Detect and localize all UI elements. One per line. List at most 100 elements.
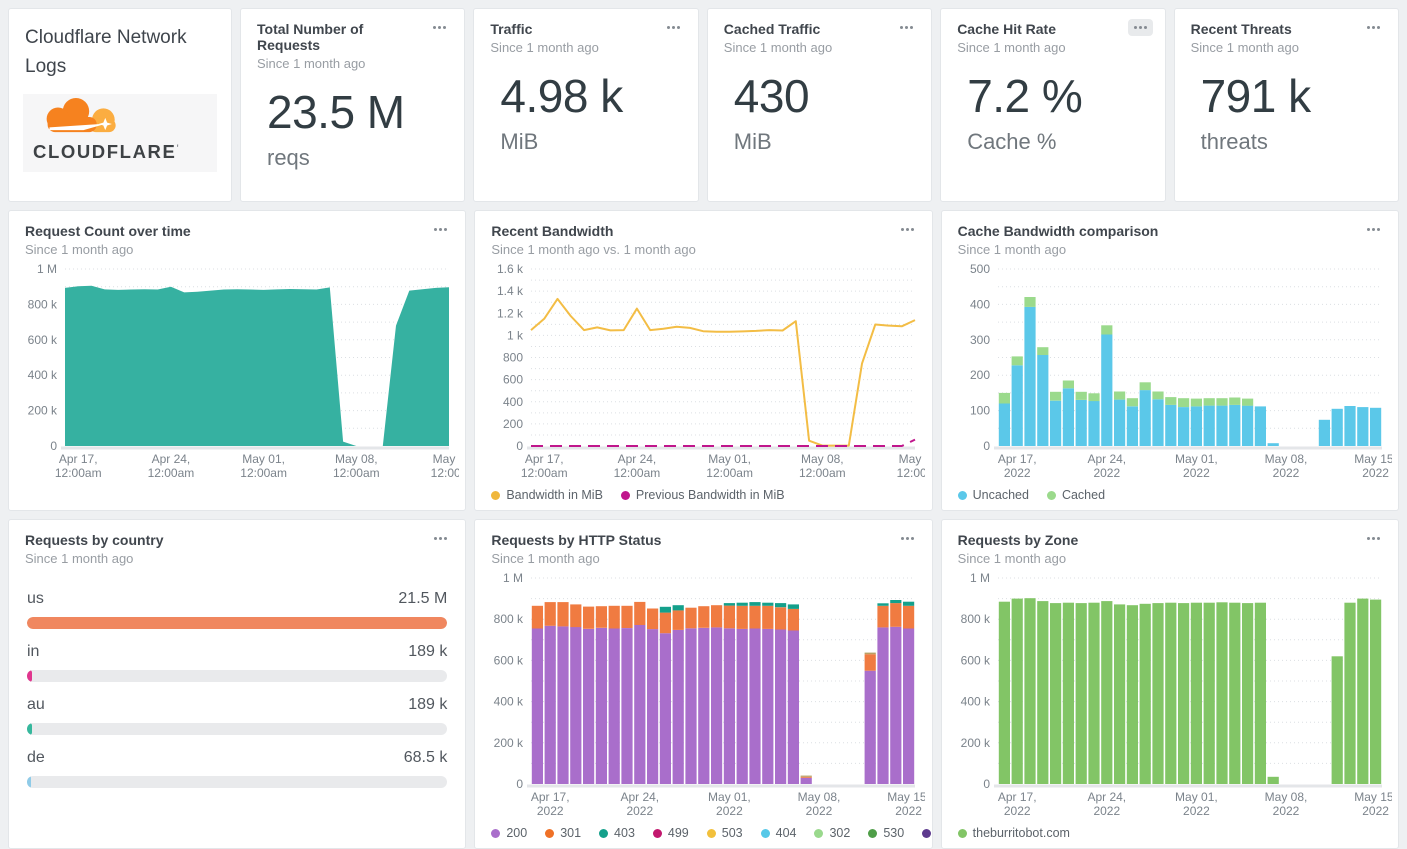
svg-text:1 k: 1 k (507, 328, 524, 342)
legend-item[interactable]: Uncached (957, 488, 1029, 502)
panel-title: Cache Hit Rate (957, 21, 1056, 37)
svg-text:600 k: 600 k (28, 333, 58, 347)
panel-total-requests: Total Number of Requests Since 1 month a… (240, 8, 466, 202)
svg-text:800 k: 800 k (960, 612, 990, 626)
svg-text:Apr 24,: Apr 24, (152, 452, 191, 466)
svg-text:500: 500 (970, 262, 990, 276)
svg-text:1 M: 1 M (37, 262, 57, 276)
legend-item[interactable]: 302 (814, 826, 850, 840)
svg-text:200 k: 200 k (28, 404, 58, 418)
stat-unit: MiB (500, 129, 539, 154)
svg-text:12:00am: 12:00am (521, 466, 568, 480)
country-label: in (27, 643, 40, 660)
country-gauge-row: us 21.5 M (27, 590, 448, 629)
panel-subtitle: Since 1 month ago (257, 56, 366, 71)
legend-item[interactable]: theburritobot.com (957, 826, 1070, 840)
svg-text:Apr 17,: Apr 17, (998, 452, 1037, 466)
panel-menu-icon[interactable] (1361, 221, 1386, 238)
legend-item[interactable]: 499 (652, 826, 689, 840)
dashboard-title: Cloudflare Network Logs (25, 27, 187, 78)
legend-dot-icon (868, 828, 878, 838)
legend-item[interactable]: 200 (491, 826, 527, 840)
panel-menu-icon[interactable] (895, 530, 920, 547)
panel-menu-icon[interactable] (1127, 19, 1153, 36)
legend-item[interactable]: Previous Bandwidth in MiB (620, 488, 785, 502)
svg-text:May 1: May 1 (433, 452, 459, 466)
svg-text:2022: 2022 (1093, 804, 1120, 818)
svg-text:2022: 2022 (1183, 466, 1210, 480)
panel-menu-icon[interactable] (894, 19, 919, 36)
country-value: 68.5 k (403, 749, 448, 766)
country-label: de (27, 749, 45, 766)
panel-cache-hit-rate: Cache Hit Rate Since 1 month ago 7.2 % C… (940, 8, 1166, 202)
panel-requests-by-country: Requests by country Since 1 month ago us… (8, 519, 467, 849)
legend-dot-icon (1046, 490, 1056, 500)
panel-menu-icon[interactable] (1361, 530, 1386, 547)
stat-value: 430 (733, 70, 810, 122)
svg-text:12:00am: 12:00am (614, 466, 661, 480)
legend-dot-icon (814, 828, 824, 838)
stat-value: 791 k (1200, 70, 1312, 122)
legend-item[interactable]: 403 (599, 826, 635, 840)
legend-item[interactable]: Bandwidth in MiB (491, 488, 603, 502)
panel-title: Total Number of Requests (257, 21, 364, 53)
stat-value: 7.2 % (967, 70, 1083, 122)
panel-menu-icon[interactable] (895, 221, 920, 238)
panel-recent-threats: Recent Threats Since 1 month ago 791 k t… (1173, 8, 1399, 202)
svg-text:1 M: 1 M (970, 571, 990, 585)
panel-title: Requests by HTTP Status (491, 532, 662, 548)
svg-text:Apr 17,: Apr 17, (59, 452, 98, 466)
panel-subtitle: Since 1 month ago (491, 551, 600, 566)
svg-text:2022: 2022 (1362, 804, 1389, 818)
panel-menu-icon[interactable] (661, 19, 686, 36)
legend-item[interactable]: Cached (1046, 488, 1105, 502)
svg-text:May 01,: May 01, (709, 452, 752, 466)
panel-menu-icon[interactable] (428, 221, 453, 238)
svg-text:1 M: 1 M (503, 571, 523, 585)
panel-subtitle: Since 1 month ago (957, 242, 1067, 257)
svg-text:200: 200 (503, 417, 523, 431)
svg-text:Apr 17,: Apr 17, (531, 790, 570, 804)
panel-subtitle: Since 1 month ago (490, 40, 599, 55)
gauge-track (27, 776, 448, 788)
stat-unit: MiB (733, 129, 772, 154)
country-gauge-row: in 189 k (27, 643, 448, 682)
svg-text:12:00a: 12:00a (431, 466, 459, 480)
zone-chart[interactable]: 1 M 800 k 600 k 400 k 200 k 0 Apr 17, 2022 Apr 2… (952, 570, 1392, 818)
panel-menu-icon[interactable] (427, 19, 452, 36)
svg-text:2022: 2022 (1004, 804, 1031, 818)
svg-text:12:00am: 12:00am (148, 466, 195, 480)
legend-dot-icon (922, 828, 932, 838)
svg-text:2022: 2022 (1183, 804, 1210, 818)
zone-legend: theburritobot.com (942, 818, 1398, 848)
gauge-track (27, 723, 448, 735)
panel-menu-icon[interactable] (1361, 19, 1386, 36)
svg-text:200 k: 200 k (494, 736, 524, 750)
svg-text:May 15,: May 15, (1354, 452, 1392, 466)
gauge-fill (27, 670, 33, 682)
legend-item[interactable]: 503 (706, 826, 743, 840)
panel-cache-bandwidth: Cache Bandwidth comparison Since 1 month… (940, 210, 1399, 511)
http-status-legend: 200301403499503404302530526524 (475, 818, 932, 848)
svg-text:0: 0 (983, 777, 990, 791)
legend-item[interactable]: 404 (760, 826, 796, 840)
legend-item[interactable]: 526 (922, 826, 932, 840)
http-status-chart[interactable]: 1 M 800 k 600 k 400 k 200 k 0 Apr 17, 2022 Apr 2… (485, 570, 925, 818)
svg-text:May 01,: May 01, (708, 790, 751, 804)
legend-item[interactable]: 530 (868, 826, 904, 840)
legend-item[interactable]: 301 (545, 826, 581, 840)
panel-title: Recent Bandwidth (491, 223, 614, 239)
svg-text:Apr 17,: Apr 17, (525, 452, 564, 466)
svg-text:100: 100 (970, 404, 990, 418)
svg-text:2022: 2022 (1093, 466, 1120, 480)
cache-bandwidth-chart[interactable]: 500 400 300 200 100 0 Apr 17, 2022 Apr 24, 2022 Ma… (952, 261, 1392, 480)
svg-text:May 08,: May 08, (801, 452, 844, 466)
country-bar-gauge[interactable]: us 21.5 M in 189 k au 189 k de 68.5 k (9, 566, 465, 802)
bottom-row: Requests by country Since 1 month ago us… (8, 519, 1399, 849)
legend-dot-icon (599, 828, 609, 838)
panel-subtitle: Since 1 month ago (723, 40, 833, 55)
panel-menu-icon[interactable] (428, 530, 453, 547)
svg-text:400: 400 (970, 297, 990, 311)
request-count-chart[interactable]: 1 M 800 k 600 k 400 k 200 k 0 Apr 17, 12:00am Ap… (19, 261, 459, 480)
